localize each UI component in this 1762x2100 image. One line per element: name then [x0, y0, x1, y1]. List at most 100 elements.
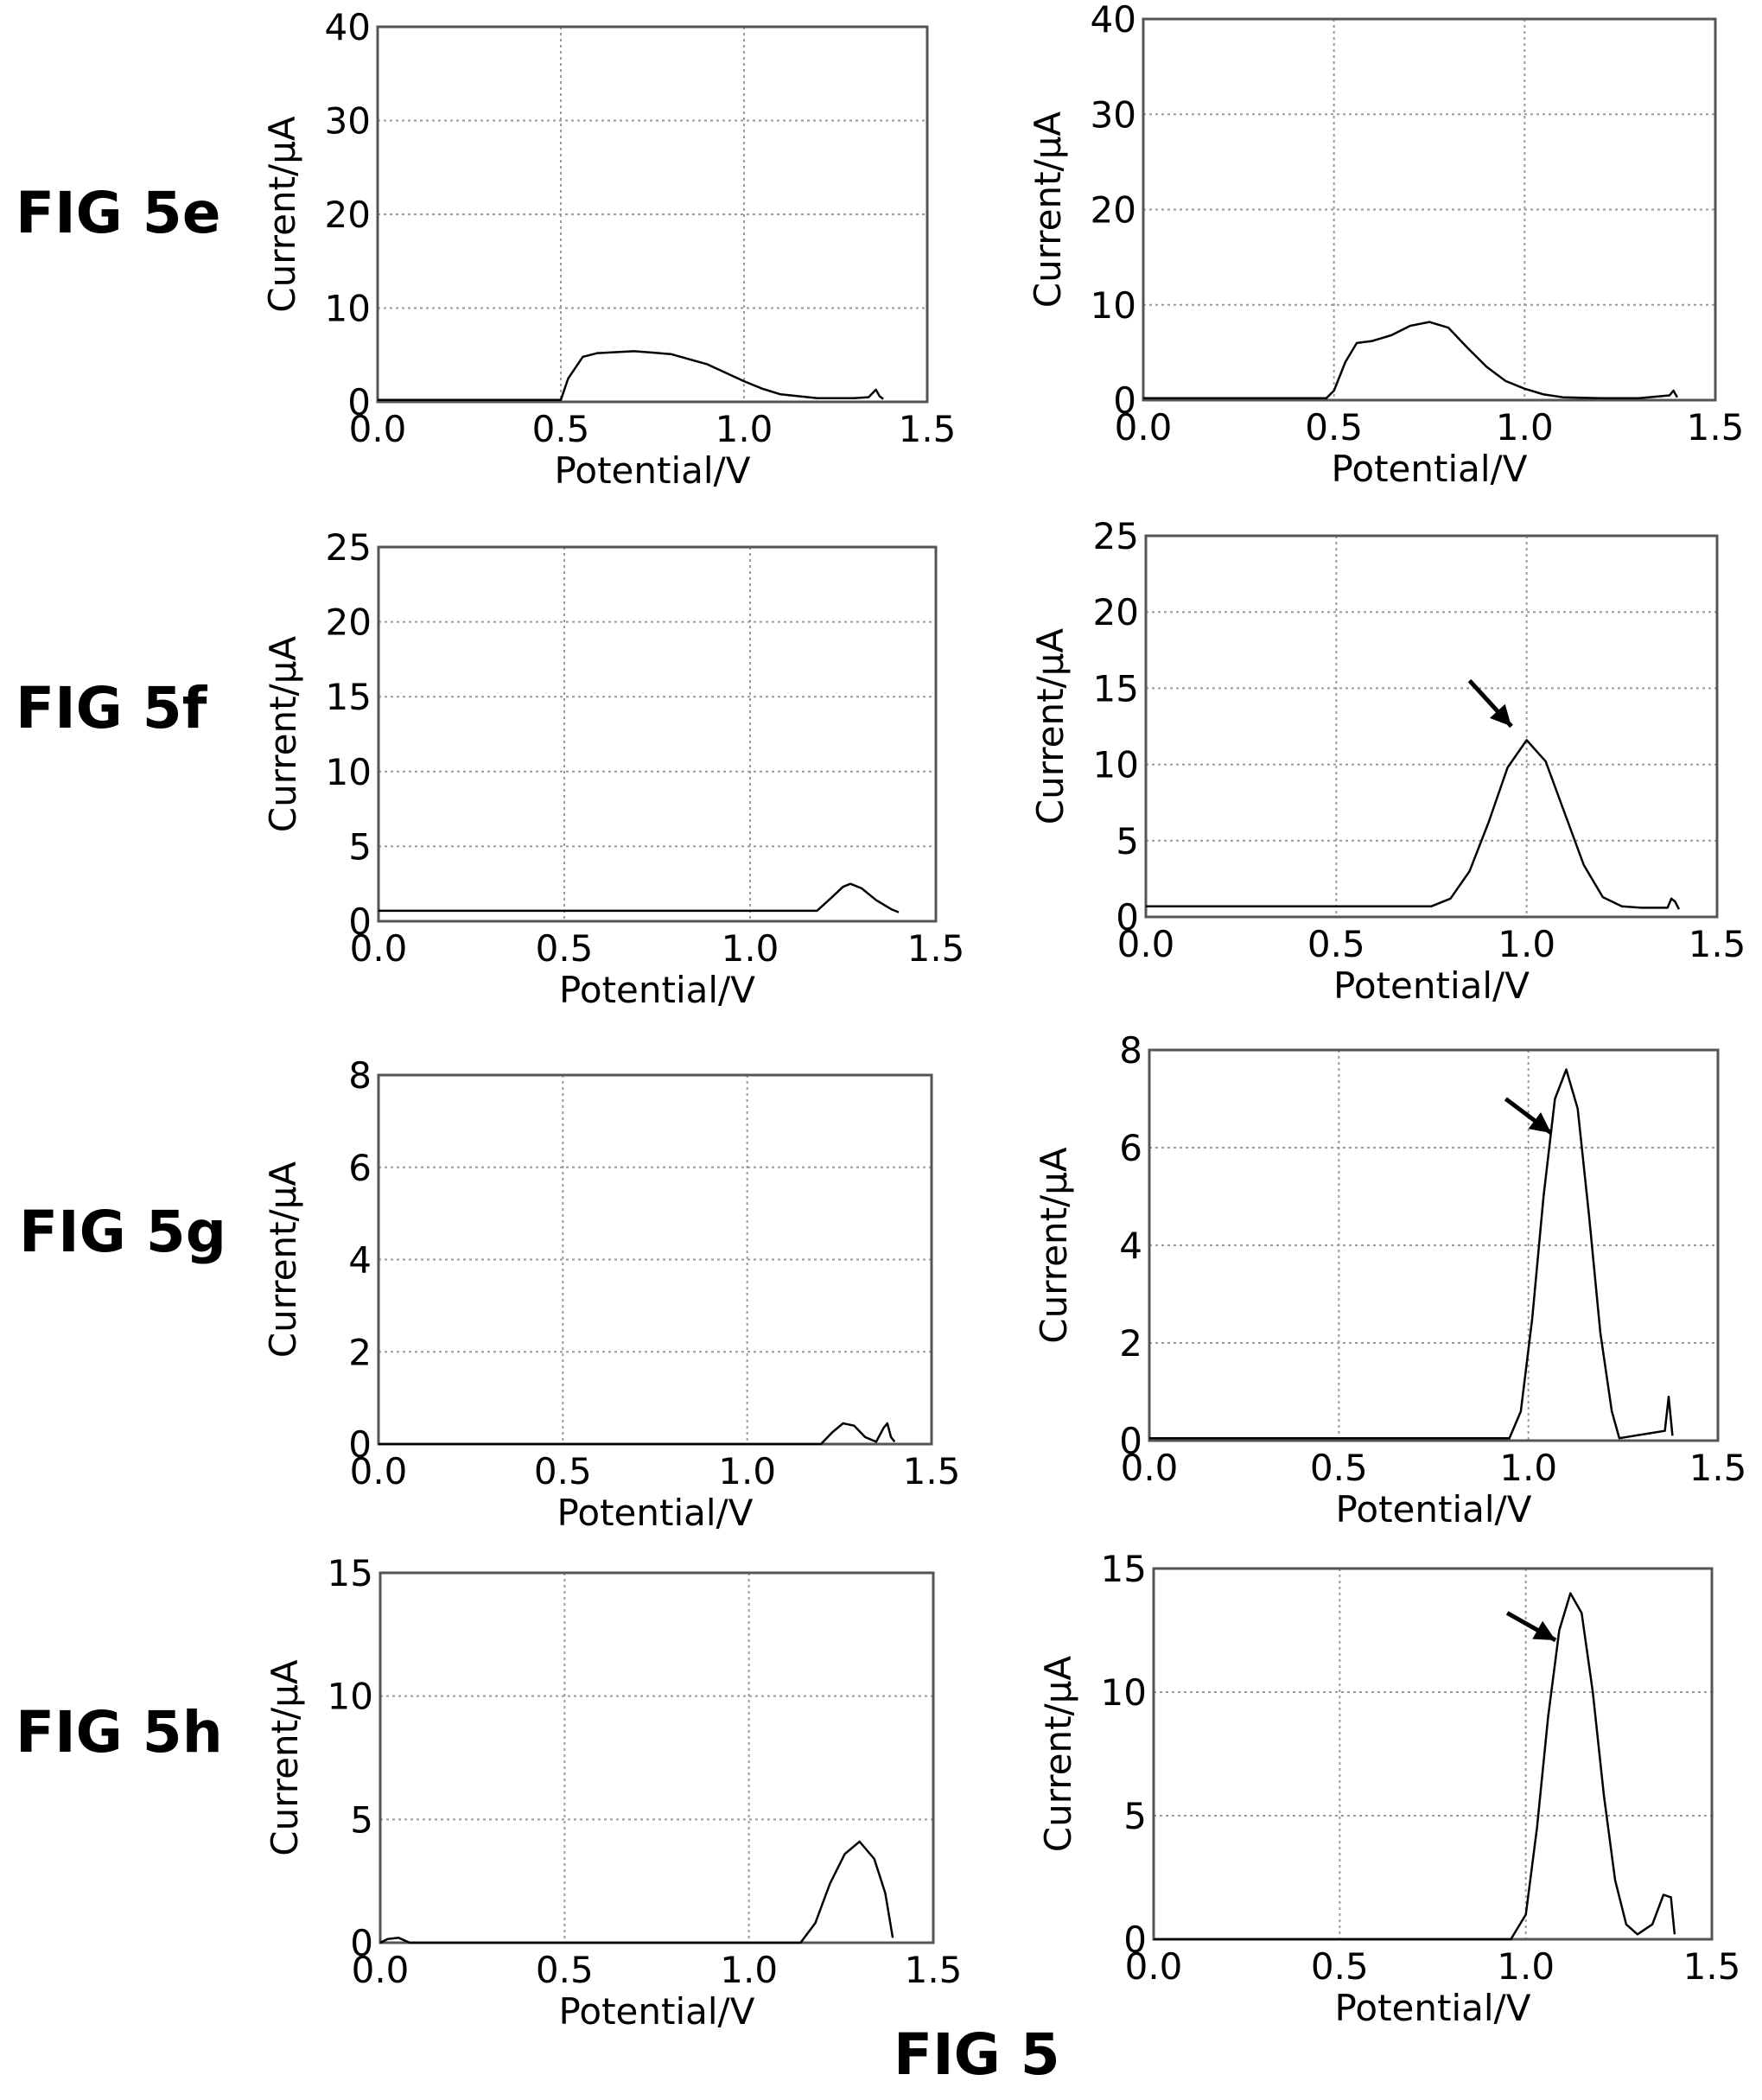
y-tick-label: 20 [1091, 189, 1136, 232]
y-tick-label: 0 [347, 381, 371, 423]
x-tick-label: 1.5 [903, 1450, 961, 1492]
y-tick-label: 0 [348, 1423, 372, 1466]
x-tick-label: 1.5 [1689, 923, 1746, 965]
x-tick-label: 0.5 [1305, 406, 1363, 449]
y-tick-label: 5 [350, 1798, 373, 1841]
y-tick-label: 0 [1123, 1919, 1147, 1961]
x-tick-label: 0.0 [350, 927, 408, 970]
x-tick-label: 1.5 [899, 408, 957, 450]
x-axis-label: Potential/V [1336, 1488, 1532, 1530]
x-axis-label: Potential/V [1332, 448, 1528, 490]
x-tick-label: 0.0 [1115, 406, 1173, 449]
x-axis-label: Potential/V [559, 1990, 755, 2033]
plot-frame [1144, 534, 1719, 919]
data-series-line [1146, 739, 1681, 910]
x-tick-label: 1.5 [907, 927, 965, 970]
plot-area [1146, 536, 1717, 917]
y-tick-label: 6 [1119, 1127, 1142, 1169]
x-tick-label: 0.5 [1307, 923, 1365, 965]
row-label-5f: FIG 5f [16, 675, 207, 741]
plot-area [378, 547, 936, 921]
data-series-line [378, 882, 900, 913]
x-tick-label: 1.0 [716, 408, 773, 450]
y-axis-label: Current/μA [1029, 628, 1072, 825]
y-tick-label: 8 [348, 1054, 372, 1097]
y-tick-label: 0 [350, 1922, 373, 1964]
x-tick-label: 0.0 [1117, 923, 1175, 965]
y-axis-label: Current/μA [264, 1659, 306, 1856]
plot-frame [377, 545, 938, 923]
y-tick-label: 5 [1116, 820, 1139, 862]
x-tick-label: 1.5 [1683, 1945, 1741, 1988]
row-label-5e: FIG 5e [16, 180, 221, 246]
y-tick-label: 10 [328, 1676, 373, 1718]
chart-5g-left: 0.0 0.5 1.0 1.5 0 2 4 6 8 Potential/V Current/μA [262, 1054, 960, 1534]
y-tick-label: 25 [1093, 515, 1139, 557]
data-series-line [378, 350, 884, 402]
y-axis-label: Current/μA [262, 1161, 304, 1359]
x-tick-label: 0.0 [352, 1949, 410, 1991]
y-axis-label: Current/μA [262, 636, 304, 833]
y-tick-label: 6 [348, 1147, 372, 1189]
chart-5f-right: 0.0 0.5 1.0 1.5 0 5 10 15 20 25 Potential/V Current… [1029, 515, 1746, 1007]
x-tick-label: 0.5 [536, 927, 594, 970]
x-axis-label: Potential/V [1335, 1987, 1531, 2029]
data-series-line [1149, 1068, 1674, 1440]
y-tick-label: 0 [1113, 379, 1136, 422]
x-axis-label: Potential/V [557, 1492, 754, 1534]
y-tick-label: 0 [348, 900, 372, 943]
plot-area [1154, 1569, 1712, 1939]
plot-frame [1142, 17, 1717, 402]
chart-5e-right: 0.0 0.5 1.0 1.5 0 10 20 30 40 Potential/V Current/… [1027, 0, 1744, 490]
x-tick-label: 0.5 [1311, 1945, 1369, 1988]
x-axis-label: Potential/V [1333, 964, 1530, 1007]
y-tick-label: 15 [1093, 667, 1139, 710]
x-tick-label: 1.5 [905, 1949, 963, 1991]
y-tick-label: 30 [1091, 93, 1136, 136]
y-tick-label: 20 [325, 194, 371, 236]
y-tick-label: 10 [1091, 284, 1136, 327]
y-tick-label: 15 [328, 1552, 373, 1594]
figure-caption: FIG 5 [894, 2021, 1060, 2088]
peak-arrow-head [1532, 1620, 1556, 1640]
data-series-line [379, 1840, 894, 1944]
x-tick-label: 1.0 [718, 1450, 776, 1492]
x-tick-label: 1.0 [722, 927, 779, 970]
x-tick-label: 1.0 [1497, 1945, 1555, 1988]
data-series-line [378, 1422, 896, 1446]
x-tick-label: 0.0 [1125, 1945, 1183, 1988]
x-tick-label: 1.5 [1689, 1447, 1747, 1489]
y-tick-label: 15 [1101, 1548, 1147, 1590]
plot-frame [1148, 1048, 1720, 1442]
y-tick-label: 4 [1119, 1225, 1142, 1267]
x-tick-label: 1.0 [1496, 406, 1554, 449]
chart-5h-left: 0.0 0.5 1.0 1.5 0 5 10 15 Potential/V Current/μA [264, 1552, 962, 2033]
y-tick-label: 10 [1101, 1671, 1147, 1714]
x-tick-label: 0.5 [534, 1450, 592, 1492]
y-tick-label: 10 [325, 288, 371, 330]
y-tick-label: 10 [1093, 744, 1139, 786]
y-tick-label: 5 [348, 825, 372, 868]
x-axis-label: Potential/V [555, 449, 751, 492]
row-label-5h: FIG 5h [16, 1699, 223, 1766]
peak-arrow-head [1528, 1112, 1551, 1134]
plot-frame [376, 25, 929, 404]
y-tick-label: 20 [326, 601, 372, 644]
chart-5h-right: 0.0 0.5 1.0 1.5 0 5 10 15 Potential/V Current/μA [1037, 1548, 1740, 2029]
x-tick-label: 1.0 [720, 1949, 778, 1991]
y-axis-label: Current/μA [1027, 111, 1069, 309]
x-tick-label: 0.5 [1310, 1447, 1368, 1489]
y-tick-label: 0 [1116, 896, 1139, 939]
x-tick-label: 0.0 [1121, 1447, 1179, 1489]
data-series-line [1143, 321, 1678, 400]
y-tick-label: 25 [326, 526, 372, 569]
chart-5g-right: 0.0 0.5 1.0 1.5 0 2 4 6 8 Potential/V Current/μA [1033, 1029, 1746, 1530]
row-label-5g: FIG 5g [19, 1199, 226, 1265]
chart-5e-left: 0.0 0.5 1.0 1.5 0 10 20 30 40 Potential/V Current/… [261, 6, 956, 492]
y-axis-label: Current/μA [1037, 1656, 1079, 1853]
x-axis-label: Potential/V [559, 969, 755, 1011]
y-tick-label: 15 [326, 676, 372, 718]
y-tick-label: 40 [1091, 0, 1136, 41]
y-axis-label: Current/μA [261, 116, 303, 313]
y-tick-label: 5 [1123, 1795, 1147, 1837]
